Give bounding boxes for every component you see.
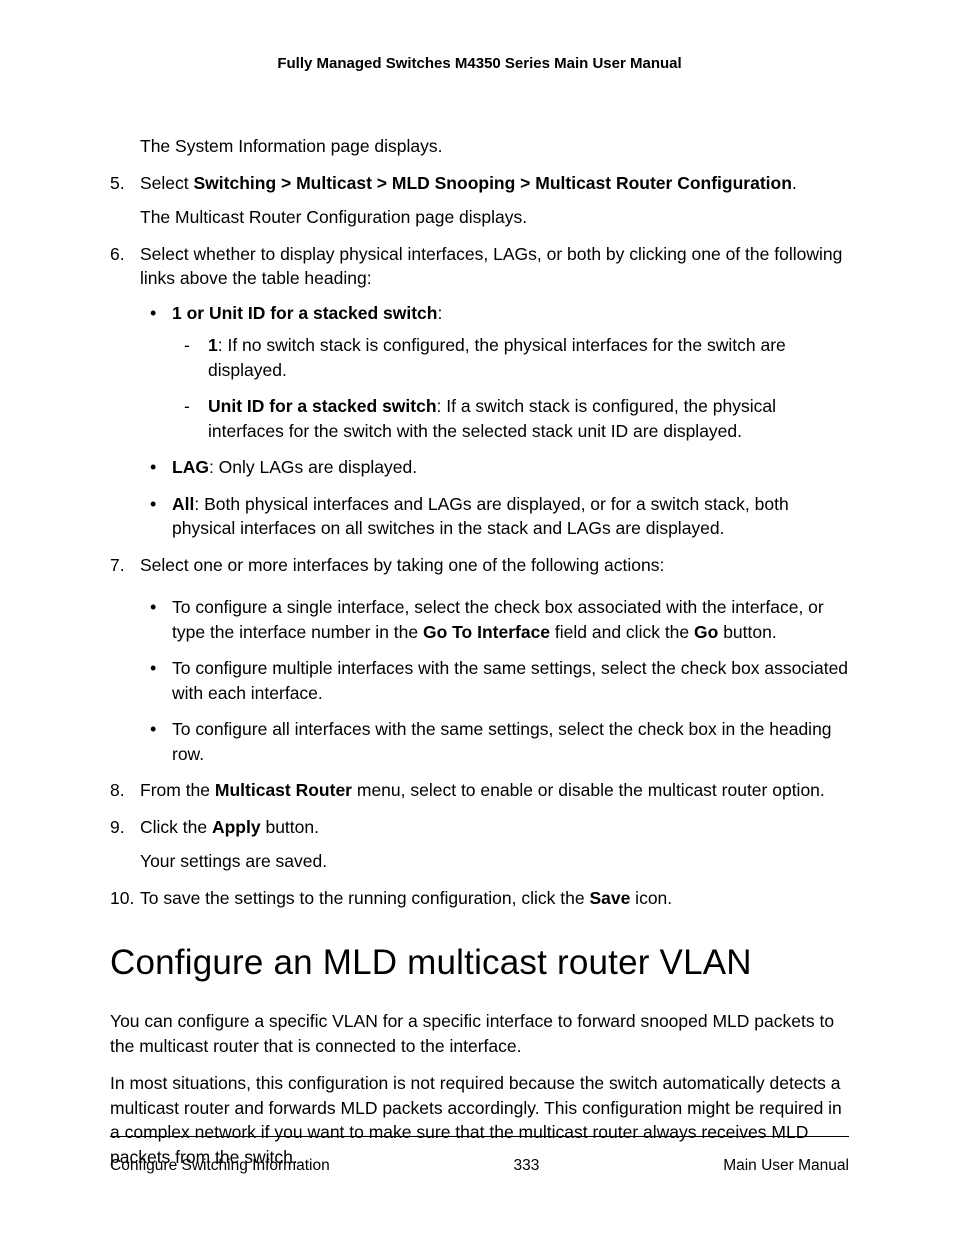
step-result: Your settings are saved. bbox=[140, 849, 849, 874]
text: : bbox=[437, 303, 442, 323]
step-result: The Multicast Router Configuration page … bbox=[140, 205, 849, 230]
option-label: All bbox=[172, 494, 194, 514]
step-text: Select whether to display physical inter… bbox=[140, 242, 849, 291]
icon-label: Save bbox=[589, 888, 630, 908]
item-number: 6. bbox=[110, 242, 125, 267]
list-item-5: 5. Select Switching > Multicast > MLD Sn… bbox=[140, 171, 849, 230]
text: To save the settings to the running conf… bbox=[140, 888, 589, 908]
list-pre-item: The System Information page displays. bbox=[140, 134, 849, 159]
item-number: 10. bbox=[110, 886, 134, 911]
text: Click the bbox=[140, 817, 212, 837]
sub-label: 1 bbox=[208, 335, 218, 355]
step-text: Select Switching > Multicast > MLD Snoop… bbox=[140, 171, 849, 196]
bullet-item: All: Both physical interfaces and LAGs a… bbox=[172, 492, 849, 541]
text: Select bbox=[140, 173, 194, 193]
sub-label: Unit ID for a stacked switch bbox=[208, 396, 437, 416]
content-area: The System Information page displays. 5.… bbox=[110, 134, 849, 1170]
numbered-list: The System Information page displays. 5.… bbox=[110, 134, 849, 910]
text: button. bbox=[718, 622, 776, 642]
button-label: Go bbox=[694, 622, 718, 642]
text: button. bbox=[261, 817, 319, 837]
bullet-item: To configure a single interface, select … bbox=[172, 595, 849, 644]
button-label: Apply bbox=[212, 817, 261, 837]
item-number: 8. bbox=[110, 778, 125, 803]
text: : If no switch stack is configured, the … bbox=[208, 335, 786, 380]
menu-label: Multicast Router bbox=[215, 780, 352, 800]
footer-right: Main User Manual bbox=[723, 1157, 849, 1175]
body-paragraph: You can configure a specific VLAN for a … bbox=[110, 1009, 849, 1059]
dash-list: 1: If no switch stack is configured, the… bbox=[172, 333, 849, 443]
dash-item: 1: If no switch stack is configured, the… bbox=[208, 333, 849, 382]
pre-text: The System Information page displays. bbox=[140, 134, 849, 159]
list-item-7: 7. Select one or more interfaces by taki… bbox=[140, 553, 849, 767]
bullet-list: To configure a single interface, select … bbox=[140, 595, 849, 766]
dash-item: Unit ID for a stacked switch: If a switc… bbox=[208, 394, 849, 443]
step-text: To save the settings to the running conf… bbox=[136, 886, 849, 911]
footer-page-number: 333 bbox=[514, 1157, 540, 1175]
text: : Both physical interfaces and LAGs are … bbox=[172, 494, 789, 539]
text: . bbox=[792, 173, 797, 193]
section-heading: Configure an MLD multicast router VLAN bbox=[110, 938, 849, 987]
text: field and click the bbox=[550, 622, 694, 642]
item-number: 5. bbox=[110, 171, 125, 196]
text: icon. bbox=[630, 888, 672, 908]
list-item-10: 10. To save the settings to the running … bbox=[140, 886, 849, 911]
option-label: LAG bbox=[172, 457, 209, 477]
text: : Only LAGs are displayed. bbox=[209, 457, 417, 477]
text: From the bbox=[140, 780, 215, 800]
page-footer: Configure Switching Information 333 Main… bbox=[110, 1136, 849, 1175]
step-text: Select one or more interfaces by taking … bbox=[140, 553, 849, 578]
doc-header: Fully Managed Switches M4350 Series Main… bbox=[110, 55, 849, 72]
step-text: Click the Apply button. bbox=[140, 815, 849, 840]
field-label: Go To Interface bbox=[423, 622, 550, 642]
item-number: 7. bbox=[110, 553, 125, 578]
bullet-item: LAG: Only LAGs are displayed. bbox=[172, 455, 849, 480]
bullet-item: To configure all interfaces with the sam… bbox=[172, 717, 849, 766]
option-label: 1 or Unit ID for a stacked switch bbox=[172, 303, 437, 323]
item-number: 9. bbox=[110, 815, 125, 840]
step-text: From the Multicast Router menu, select t… bbox=[140, 778, 849, 803]
footer-left: Configure Switching Information bbox=[110, 1157, 330, 1175]
text: menu, select to enable or disable the mu… bbox=[352, 780, 825, 800]
bullet-item: To configure multiple interfaces with th… bbox=[172, 656, 849, 705]
list-item-8: 8. From the Multicast Router menu, selec… bbox=[140, 778, 849, 803]
bullet-list: 1 or Unit ID for a stacked switch: 1: If… bbox=[140, 301, 849, 541]
list-item-9: 9. Click the Apply button. Your settings… bbox=[140, 815, 849, 874]
bullet-item: 1 or Unit ID for a stacked switch: 1: If… bbox=[172, 301, 849, 444]
nav-path: Switching > Multicast > MLD Snooping > M… bbox=[194, 173, 792, 193]
list-item-6: 6. Select whether to display physical in… bbox=[140, 242, 849, 541]
